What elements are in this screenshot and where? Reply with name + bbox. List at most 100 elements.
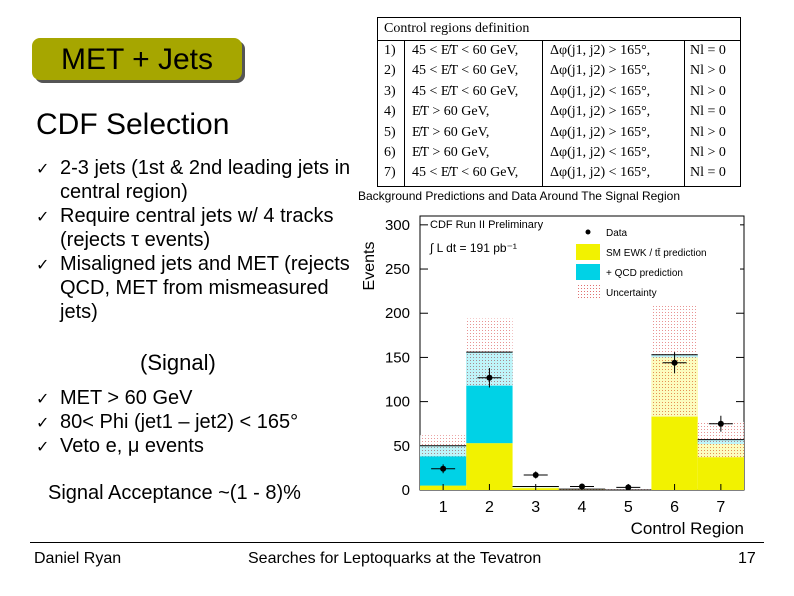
- slide-title-box: MET + Jets: [32, 38, 242, 80]
- row-met-cut: 45 < E̸T < 60 GeV,: [412, 165, 519, 181]
- table-row: 6) E̸T > 60 GeV, Δφ(j1, j2) < 165°, Nl > 0: [378, 143, 740, 163]
- table-row: 7) 45 < E̸T < 60 GeV, Δφ(j1, j2) < 165°, Nl…: [378, 163, 740, 183]
- row-dphi-cut: Δφ(j1, j2) > 165°,: [550, 124, 651, 140]
- legend-swatch: [576, 244, 600, 260]
- page-number: 17: [738, 550, 756, 567]
- legend-header: CDF Run II Preliminary: [430, 219, 544, 231]
- legend-label: Data: [606, 228, 628, 239]
- row-dphi-cut: Δφ(j1, j2) > 165°,: [550, 63, 651, 79]
- bullet-text: 2-3 jets (1st & 2nd leading jets in cent…: [60, 157, 351, 203]
- x-tick-label: 5: [624, 499, 633, 516]
- footer-divider: [30, 542, 764, 543]
- check-icon: ✓: [36, 207, 50, 226]
- legend-label: + QCD prediction: [606, 268, 683, 279]
- x-axis-label: Control Region: [631, 519, 744, 538]
- legend-label: Uncertainty: [606, 288, 657, 299]
- x-tick-label: 4: [578, 499, 587, 516]
- y-tick-label: 300: [385, 217, 410, 234]
- selection-bullets: ✓ 2-3 jets (1st & 2nd leading jets in cen…: [36, 156, 356, 324]
- row-id: 5): [384, 124, 396, 140]
- bullet-text: MET > 60 GeV: [60, 387, 193, 409]
- row-id: 4): [384, 104, 396, 120]
- data-point: [671, 359, 678, 366]
- chart-title: Background Predictions and Data Around T…: [358, 189, 680, 203]
- slide-title: MET + Jets: [61, 43, 213, 76]
- x-tick-label: 6: [670, 499, 679, 516]
- table-divider: [542, 40, 543, 186]
- bullet-item: ✓ Require central jets w/ 4 tracks (rejec…: [36, 204, 356, 252]
- section-heading: CDF Selection: [36, 108, 230, 141]
- y-tick-label: 150: [385, 349, 410, 366]
- signal-acceptance: Signal Acceptance ~(1 - 8)%: [48, 482, 301, 504]
- data-point: [440, 465, 447, 472]
- bullet-text: Misaligned jets and MET (rejects QCD, ME…: [60, 253, 350, 323]
- legend-lumi: ∫ L dt = 191 pb⁻¹: [429, 241, 517, 255]
- x-tick-label: 7: [716, 499, 725, 516]
- legend-swatch: [576, 284, 600, 300]
- row-id: 3): [384, 83, 396, 99]
- bullet-item: ✓ 2-3 jets (1st & 2nd leading jets in cen…: [36, 156, 356, 204]
- legend-label: SM EWK / tt̄ prediction: [606, 247, 707, 259]
- table-body: 1) 45 < E̸T < 60 GeV, Δφ(j1, j2) > 165°, Nl…: [378, 41, 740, 184]
- row-met-cut: 45 < E̸T < 60 GeV,: [412, 63, 519, 79]
- footer-author: Daniel Ryan: [34, 550, 122, 567]
- legend-swatch: [576, 264, 600, 280]
- y-tick-label: 0: [402, 482, 410, 499]
- signal-heading: (Signal): [140, 350, 216, 375]
- table-divider: [684, 40, 685, 186]
- y-tick-label: 50: [393, 438, 410, 455]
- row-id: 7): [384, 165, 396, 181]
- row-lepton-cut: Nl > 0: [690, 124, 726, 140]
- y-tick-label: 100: [385, 394, 410, 411]
- row-dphi-cut: Δφ(j1, j2) > 165°,: [550, 104, 651, 120]
- table-row: 3) 45 < E̸T < 60 GeV, Δφ(j1, j2) < 165°, Nl…: [378, 82, 740, 102]
- row-dphi-cut: Δφ(j1, j2) < 165°,: [550, 83, 651, 99]
- row-lepton-cut: Nl > 0: [690, 144, 726, 160]
- check-icon: ✓: [36, 389, 50, 408]
- data-point: [486, 374, 493, 381]
- data-point: [717, 420, 724, 427]
- bullet-text: Veto e, μ events: [60, 435, 204, 457]
- row-met-cut: E̸T > 60 GeV,: [412, 124, 490, 140]
- row-met-cut: E̸T > 60 GeV,: [412, 104, 490, 120]
- check-icon: ✓: [36, 255, 50, 274]
- control-regions-table: Control regions definition 1) 45 < E̸T < …: [377, 17, 741, 187]
- table-row: 4) E̸T > 60 GeV, Δφ(j1, j2) > 165°, Nl = 0: [378, 102, 740, 122]
- footer-talk-title: Searches for Leptoquarks at the Tevatron: [248, 550, 542, 567]
- row-dphi-cut: Δφ(j1, j2) < 165°,: [550, 144, 651, 160]
- y-axis-label: Events: [361, 242, 378, 291]
- table-row: 1) 45 < E̸T < 60 GeV, Δφ(j1, j2) > 165°, Nl…: [378, 41, 740, 61]
- bullet-item: ✓ MET > 60 GeV: [36, 386, 356, 410]
- row-lepton-cut: Nl = 0: [690, 165, 726, 181]
- table-title: Control regions definition: [378, 18, 740, 41]
- row-dphi-cut: Δφ(j1, j2) > 165°,: [550, 43, 651, 58]
- row-lepton-cut: Nl > 0: [690, 83, 726, 99]
- x-tick-label: 2: [485, 499, 494, 516]
- bullet-text: 80< Phi (jet1 – jet2) < 165°: [60, 411, 299, 433]
- y-tick-label: 250: [385, 261, 410, 278]
- row-dphi-cut: Δφ(j1, j2) < 165°,: [550, 165, 651, 181]
- row-id: 1): [384, 43, 396, 58]
- row-met-cut: E̸T > 60 GeV,: [412, 144, 490, 160]
- table-divider: [404, 40, 405, 186]
- background-chart: Background Predictions and Data Around T…: [358, 189, 745, 538]
- x-tick-label: 3: [531, 499, 540, 516]
- bullet-item: ✓ Misaligned jets and MET (rejects QCD, M…: [36, 252, 356, 324]
- signal-bullets: ✓ MET > 60 GeV ✓ 80< Phi (jet1 – jet2) < 1…: [36, 386, 356, 458]
- bullet-item: ✓ 80< Phi (jet1 – jet2) < 165°: [36, 410, 356, 434]
- bar-ewk: [466, 443, 513, 490]
- table-row: 5) E̸T > 60 GeV, Δφ(j1, j2) > 165°, Nl > 0: [378, 123, 740, 143]
- bullet-text: Require central jets w/ 4 tracks (reject…: [60, 205, 334, 251]
- y-tick-label: 200: [385, 305, 410, 322]
- check-icon: ✓: [36, 413, 50, 432]
- check-icon: ✓: [36, 437, 50, 456]
- check-icon: ✓: [36, 159, 50, 178]
- row-met-cut: 45 < E̸T < 60 GeV,: [412, 83, 519, 99]
- row-lepton-cut: Nl = 0: [690, 43, 726, 58]
- legend-swatch: [585, 229, 591, 235]
- row-lepton-cut: Nl > 0: [690, 63, 726, 79]
- x-tick-label: 1: [439, 499, 448, 516]
- row-lepton-cut: Nl = 0: [690, 104, 726, 120]
- row-id: 2): [384, 63, 396, 79]
- row-id: 6): [384, 144, 396, 160]
